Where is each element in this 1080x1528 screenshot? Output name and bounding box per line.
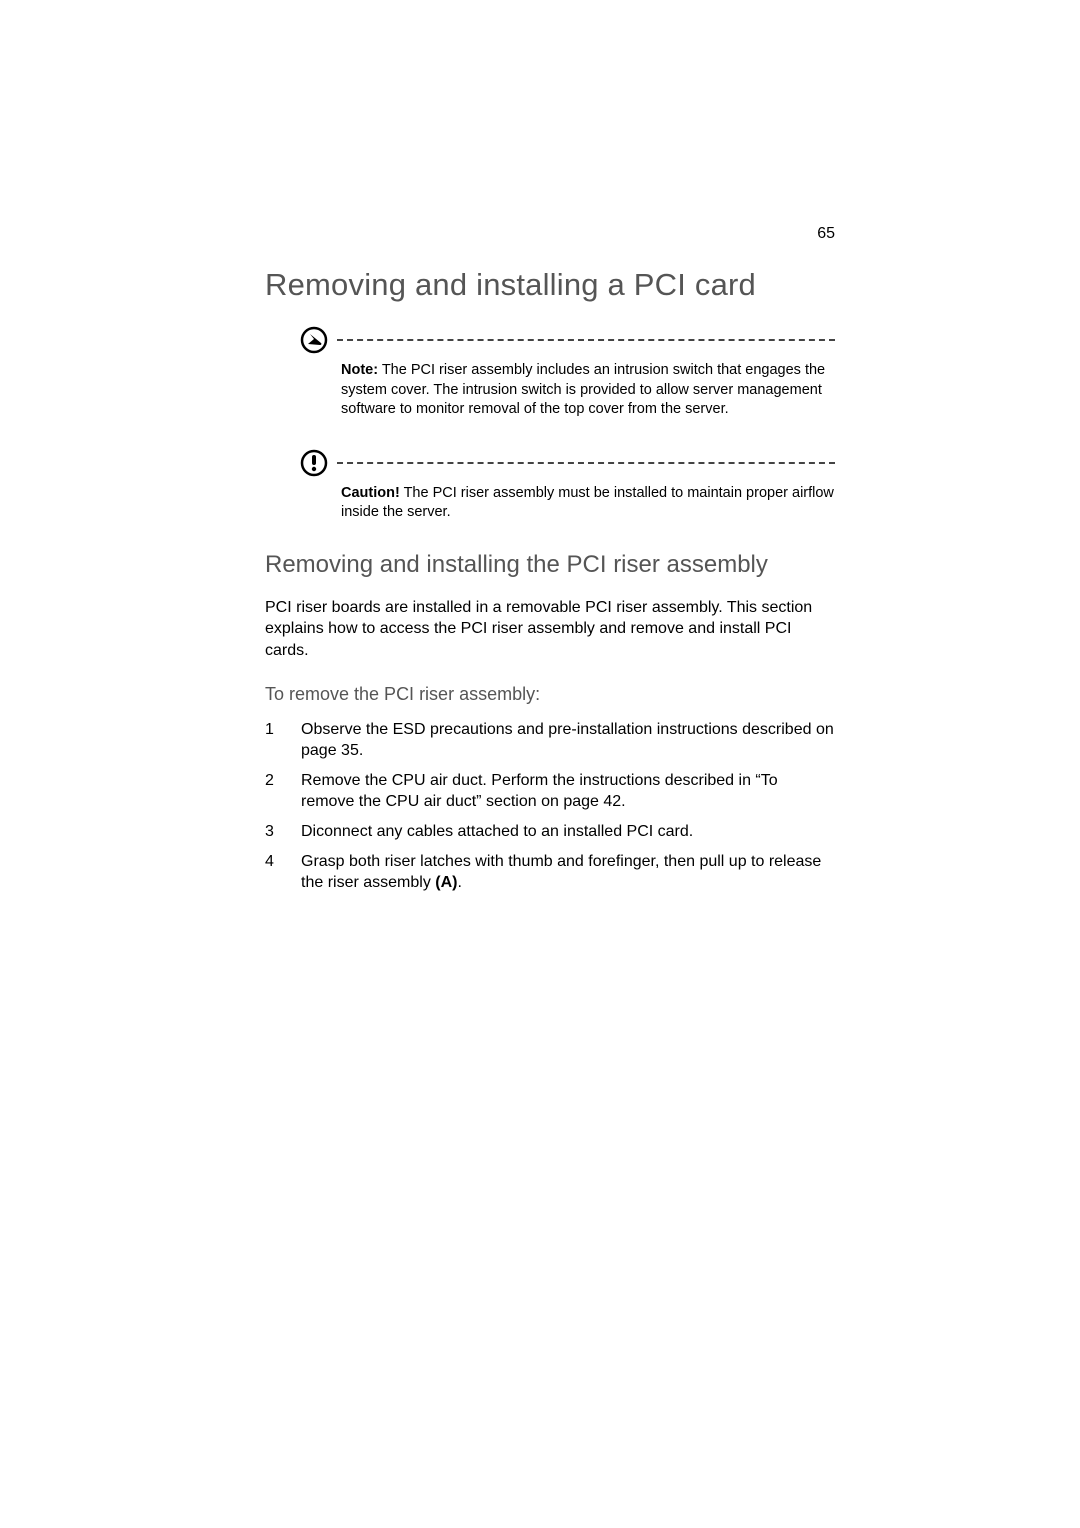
step-text: Grasp both riser latches with thumb and … [301, 851, 835, 894]
list-item: 4 Grasp both riser latches with thumb an… [265, 851, 835, 894]
caution-header [299, 448, 835, 478]
step-number: 3 [265, 821, 301, 843]
step-number: 1 [265, 719, 301, 762]
note-header [299, 325, 835, 355]
list-item: 2 Remove the CPU air duct. Perform the i… [265, 770, 835, 813]
step-text: Diconnect any cables attached to an inst… [301, 821, 835, 843]
step-text: Remove the CPU air duct. Perform the ins… [301, 770, 835, 813]
note-label: Note: [341, 362, 378, 378]
procedure-heading: To remove the PCI riser assembly: [265, 684, 835, 705]
step-number: 4 [265, 851, 301, 894]
caution-callout: Caution! The PCI riser assembly must be … [299, 448, 835, 523]
page-content: 65 Removing and installing a PCI card No… [265, 225, 835, 902]
list-item: 3 Diconnect any cables attached to an in… [265, 821, 835, 843]
note-icon [299, 325, 329, 355]
dashed-rule [337, 462, 835, 464]
step-list: 1 Observe the ESD precautions and pre-in… [265, 719, 835, 894]
note-body: Note: The PCI riser assembly includes an… [341, 361, 835, 420]
caution-label: Caution! [341, 485, 400, 501]
caution-icon [299, 448, 329, 478]
list-item: 1 Observe the ESD precautions and pre-in… [265, 719, 835, 762]
step-number: 2 [265, 770, 301, 813]
intro-paragraph: PCI riser boards are installed in a remo… [265, 597, 835, 662]
caution-text: The PCI riser assembly must be installed… [341, 485, 834, 521]
dashed-rule [337, 339, 835, 341]
page-number: 65 [817, 225, 835, 243]
note-text: The PCI riser assembly includes an intru… [341, 362, 825, 417]
section-heading: Removing and installing the PCI riser as… [265, 551, 835, 579]
caution-body: Caution! The PCI riser assembly must be … [341, 484, 835, 523]
note-callout: Note: The PCI riser assembly includes an… [299, 325, 835, 420]
page-title: Removing and installing a PCI card [265, 267, 835, 303]
step-text: Observe the ESD precautions and pre-inst… [301, 719, 835, 762]
